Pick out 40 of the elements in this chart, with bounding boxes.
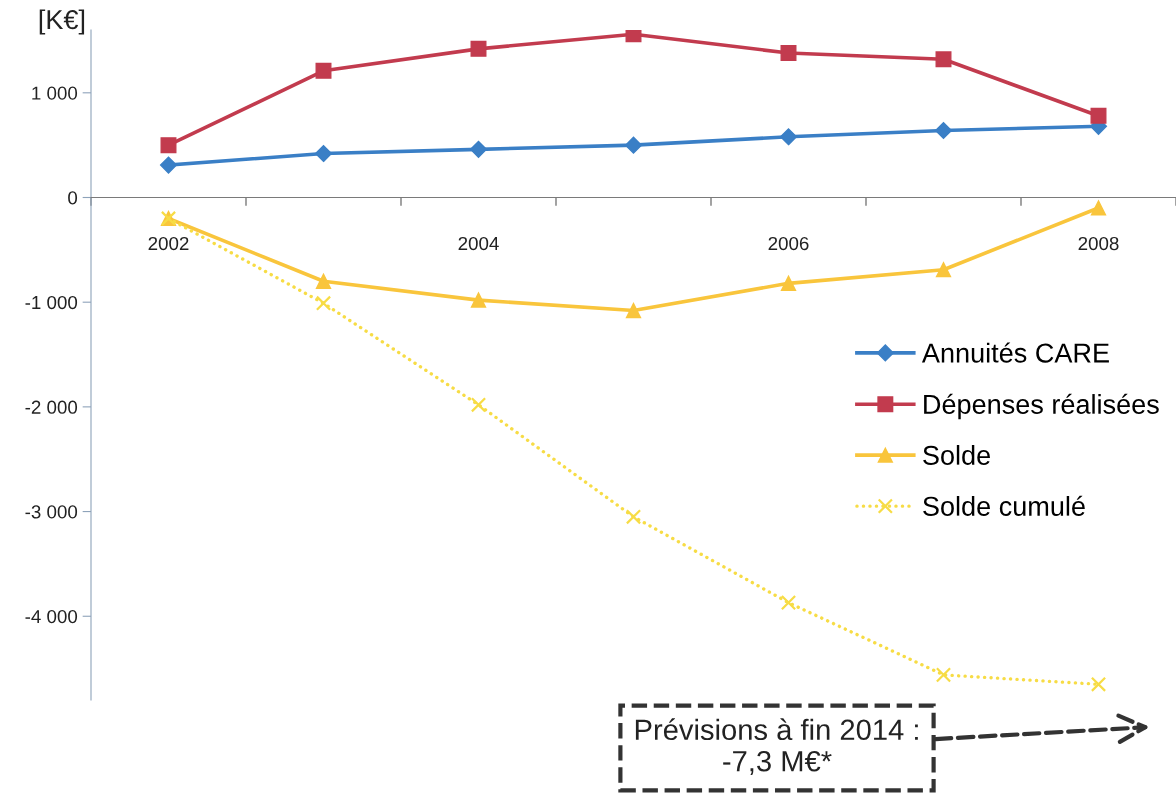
legend-label: Solde (923, 445, 990, 465)
point (470, 292, 487, 308)
y-tick-label: -1 000 (25, 295, 78, 310)
legend-label: Annuités CARE (921, 342, 1109, 363)
text: Prévisions à fin 2014 : -7,3 M€* (635, 718, 918, 775)
x-tick-label: 2008 (1078, 236, 1119, 251)
point (1090, 200, 1107, 216)
point (935, 51, 952, 68)
y-tick-label: 0 (68, 191, 78, 205)
y-tick-label: -2 000 (25, 400, 78, 414)
legend-label: Solde cumulé (923, 495, 1085, 516)
point (315, 295, 332, 311)
point (160, 137, 177, 154)
point (315, 273, 332, 289)
point (779, 128, 798, 146)
point (780, 275, 797, 291)
legend-label: Dépenses réalisées (924, 393, 1159, 420)
point (470, 397, 487, 413)
point (934, 121, 953, 140)
x-tick-label: 2002 (148, 236, 189, 251)
point (1090, 676, 1107, 692)
y-tick-label: -4 000 (25, 609, 78, 624)
y-tick-label: 1 000 (32, 86, 78, 100)
point (625, 302, 642, 319)
x-tick-label: 2006 (768, 236, 809, 251)
y-tick-label: -3 000 (25, 505, 78, 519)
point (159, 156, 178, 174)
point (1090, 107, 1107, 124)
y-axis-title: [K€] (39, 9, 85, 35)
point (315, 62, 332, 79)
point (314, 144, 333, 163)
point (935, 262, 952, 278)
x-tick-label: 2004 (458, 236, 499, 251)
point (935, 667, 952, 683)
point (469, 140, 488, 158)
point (624, 136, 643, 154)
point (780, 594, 797, 611)
point (780, 45, 797, 62)
point (470, 40, 487, 57)
point (625, 509, 642, 525)
